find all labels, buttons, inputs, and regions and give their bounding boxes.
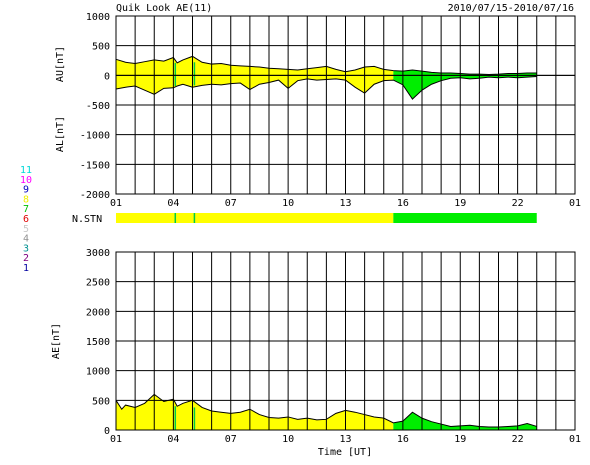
au-al-xtick-label: 01 [569,198,581,209]
ae-ytick-label: 2500 [86,278,110,289]
au-al-ytick-label: -1000 [80,131,110,142]
au-al-ytick-label: 500 [92,42,110,53]
au-al-xtick-label: 01 [110,198,122,209]
au-al-xtick-label: 19 [454,198,466,209]
ae-ytick-label: 1500 [86,337,110,348]
station-legend-item: 10 [20,175,32,186]
ae-xtick-label: 10 [282,434,294,445]
series-line-al [115,76,537,100]
au-al-ytick-label: 0 [104,71,110,82]
ae-xtick-label: 13 [339,434,351,445]
station-legend-item: 9 [23,185,29,196]
nstn-bar [116,213,537,223]
station-legend-item: 4 [23,234,29,245]
au-al-xtick-label: 16 [397,198,409,209]
x-axis-title: Time [UT] [318,447,372,458]
ae-xtick-label: 04 [167,434,179,445]
chart-title: Quik Look AE(11) [116,3,212,14]
date-range: 2010/07/15-2010/07/16 [448,3,574,14]
ae-xtick-label: 01 [110,434,122,445]
station-legend-item: 2 [23,253,29,264]
au-al-xtick-label: 22 [512,198,524,209]
ae-frame [115,251,576,431]
series-line-au [115,55,537,75]
ae-ytick-label: 2000 [86,307,110,318]
au-al-ytick-label: -2000 [80,190,110,201]
ae-axis-label: AE[nT] [51,323,62,359]
nstn-segment-0 [116,213,394,223]
au-al-frame [115,15,576,195]
ae-area-green [393,412,537,430]
series-line-ae [115,393,537,428]
ae-xtick-label: 07 [225,434,237,445]
ae-xtick-label: 19 [454,434,466,445]
nstn-label: N.STN [72,214,102,225]
ae-xtick-label: 01 [569,434,581,445]
station-legend-item: 7 [23,204,29,215]
au-al-area-green [393,69,537,100]
au-al-ytick-label: -1500 [80,160,110,171]
ae-ytick-label: 1000 [86,367,110,378]
au-al-ytick-label: -500 [86,101,110,112]
station-legend-item: 8 [23,194,29,205]
ae-ytick-label: 3000 [86,248,110,259]
nstn-segment-1 [393,213,537,223]
au-al-xtick-label: 10 [282,198,294,209]
au-al-xtick-label: 04 [167,198,179,209]
au-al-xtick-label: 13 [339,198,351,209]
al-axis-label: AL[nT] [55,116,66,152]
au-al-xtick-label: 07 [225,198,237,209]
ae-ytick-label: 0 [104,426,110,437]
station-legend-item: 5 [23,224,29,235]
au-axis-label: AU[nT] [55,46,66,82]
ae-ytick-label: 500 [92,396,110,407]
ae-xtick-label: 16 [397,434,409,445]
station-legend-item: 6 [23,214,29,225]
station-legend-item: 3 [23,243,29,254]
au-al-ytick-label: 1000 [86,12,110,23]
station-legend-item: 11 [20,165,32,176]
ae-xtick-label: 22 [512,434,524,445]
station-legend-item: 1 [23,263,29,274]
